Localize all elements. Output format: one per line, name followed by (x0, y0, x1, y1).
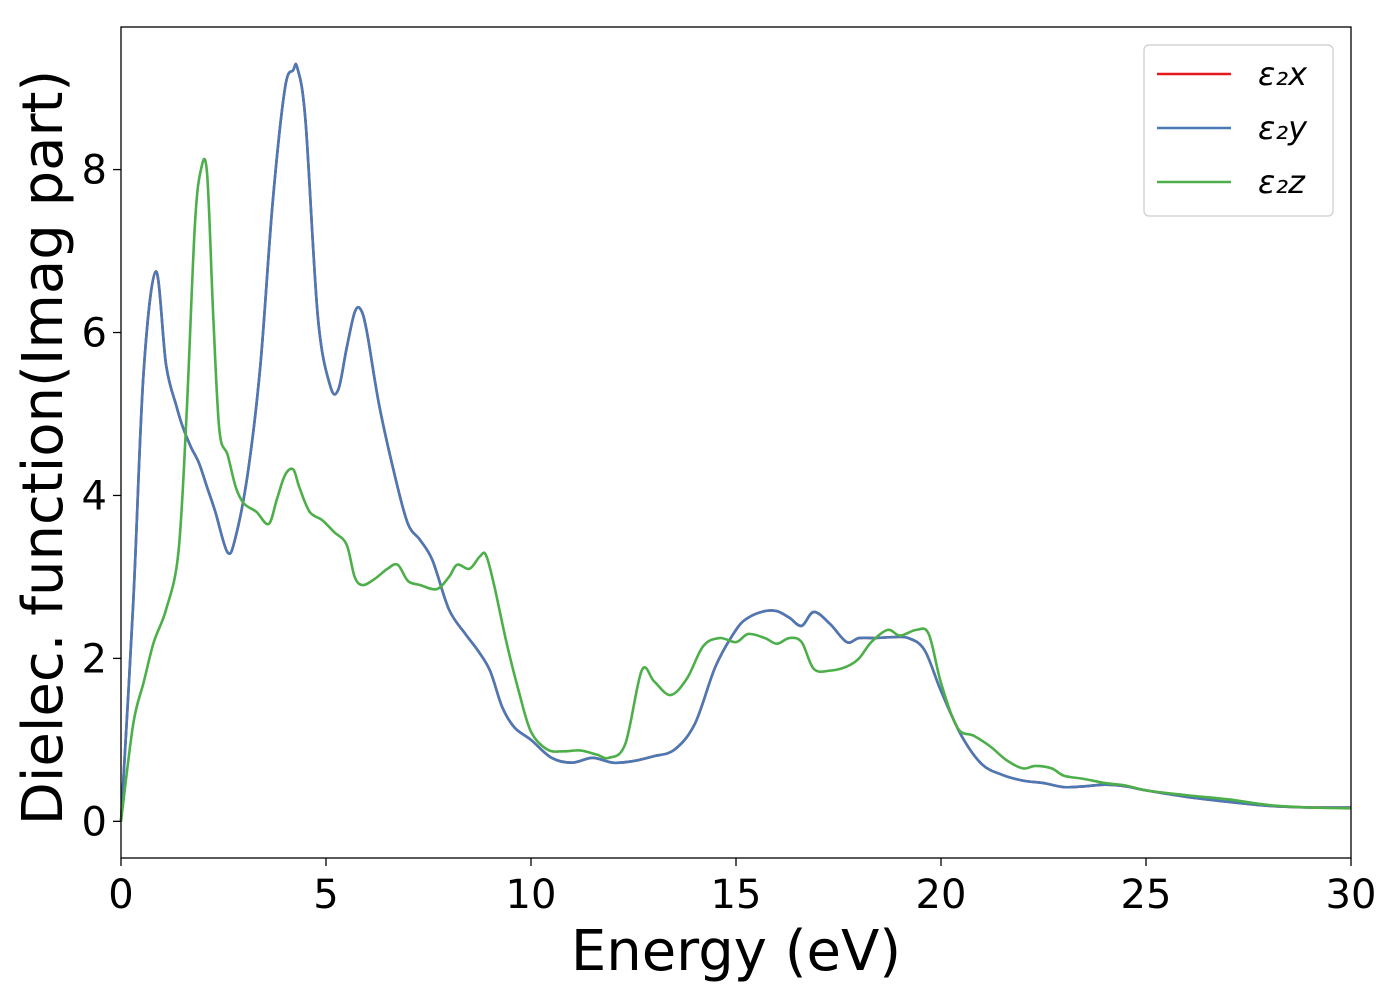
y-tick-label: 6 (82, 311, 107, 357)
y-axis: 0 2 4 6 8 (82, 148, 121, 845)
x-tick-label: 20 (916, 872, 967, 918)
y-tick-label: 0 (82, 799, 107, 845)
x-tick-label: 0 (108, 872, 133, 918)
x-tick-label: 5 (313, 872, 338, 918)
legend-label: ε₂x (1258, 55, 1308, 93)
x-tick-label: 15 (711, 872, 762, 918)
y-tick-label: 8 (82, 148, 107, 194)
y-axis-label: Dielec. function(Imag part) (11, 70, 76, 826)
x-tick-label: 10 (506, 872, 557, 918)
legend: ε₂x ε₂y ε₂z (1143, 44, 1334, 217)
legend-label: ε₂y (1258, 109, 1308, 147)
legend-label: ε₂z (1258, 163, 1306, 201)
series-layer (119, 62, 1352, 822)
y-tick-label: 2 (82, 636, 107, 682)
x-tick-label: 25 (1121, 872, 1172, 918)
series-line-3 (119, 157, 1352, 822)
x-axis-label: Energy (eV) (571, 919, 901, 984)
series-line-2 (119, 62, 1352, 822)
x-tick-label: 30 (1326, 872, 1377, 918)
legend-box (1143, 44, 1334, 217)
x-axis: 0 5 10 15 20 25 30 (108, 858, 1376, 918)
y-tick-label: 4 (82, 473, 107, 519)
